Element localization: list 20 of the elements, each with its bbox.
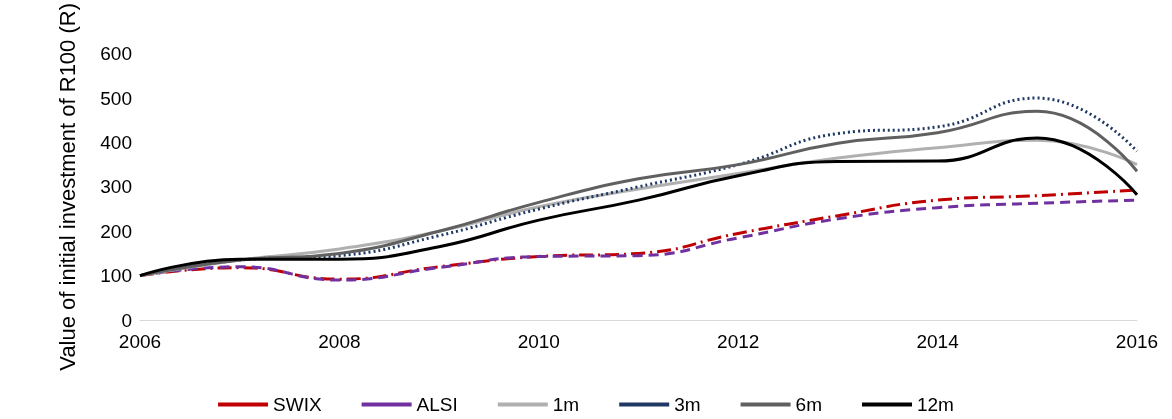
y-tick-label: 300 bbox=[100, 176, 132, 198]
x-tick-label: 2014 bbox=[916, 331, 960, 352]
legend-label: SWIX bbox=[273, 394, 322, 415]
x-tick-label: 2012 bbox=[717, 331, 760, 352]
y-tick-label: 0 bbox=[121, 309, 132, 331]
x-tick-label: 2006 bbox=[118, 331, 162, 352]
y-tick-label: 100 bbox=[100, 265, 132, 287]
y-tick-label: 500 bbox=[100, 87, 132, 109]
legend-label: 6m bbox=[795, 394, 822, 415]
x-tick-label: 2010 bbox=[517, 331, 560, 352]
y-tick-label: 600 bbox=[100, 43, 132, 65]
y-tick-label: 400 bbox=[100, 131, 132, 153]
legend-label: ALSI bbox=[416, 394, 458, 415]
y-tick-label: 200 bbox=[100, 220, 132, 242]
y-axis-title: Value of initial investment of R100 (R) bbox=[54, 3, 80, 371]
legend-label: 12m bbox=[916, 394, 954, 415]
legend-label: 1m bbox=[552, 394, 580, 415]
x-tick-label: 2016 bbox=[1115, 331, 1159, 352]
legend-label: 3m bbox=[674, 394, 701, 415]
x-tick-label: 2008 bbox=[318, 331, 361, 352]
